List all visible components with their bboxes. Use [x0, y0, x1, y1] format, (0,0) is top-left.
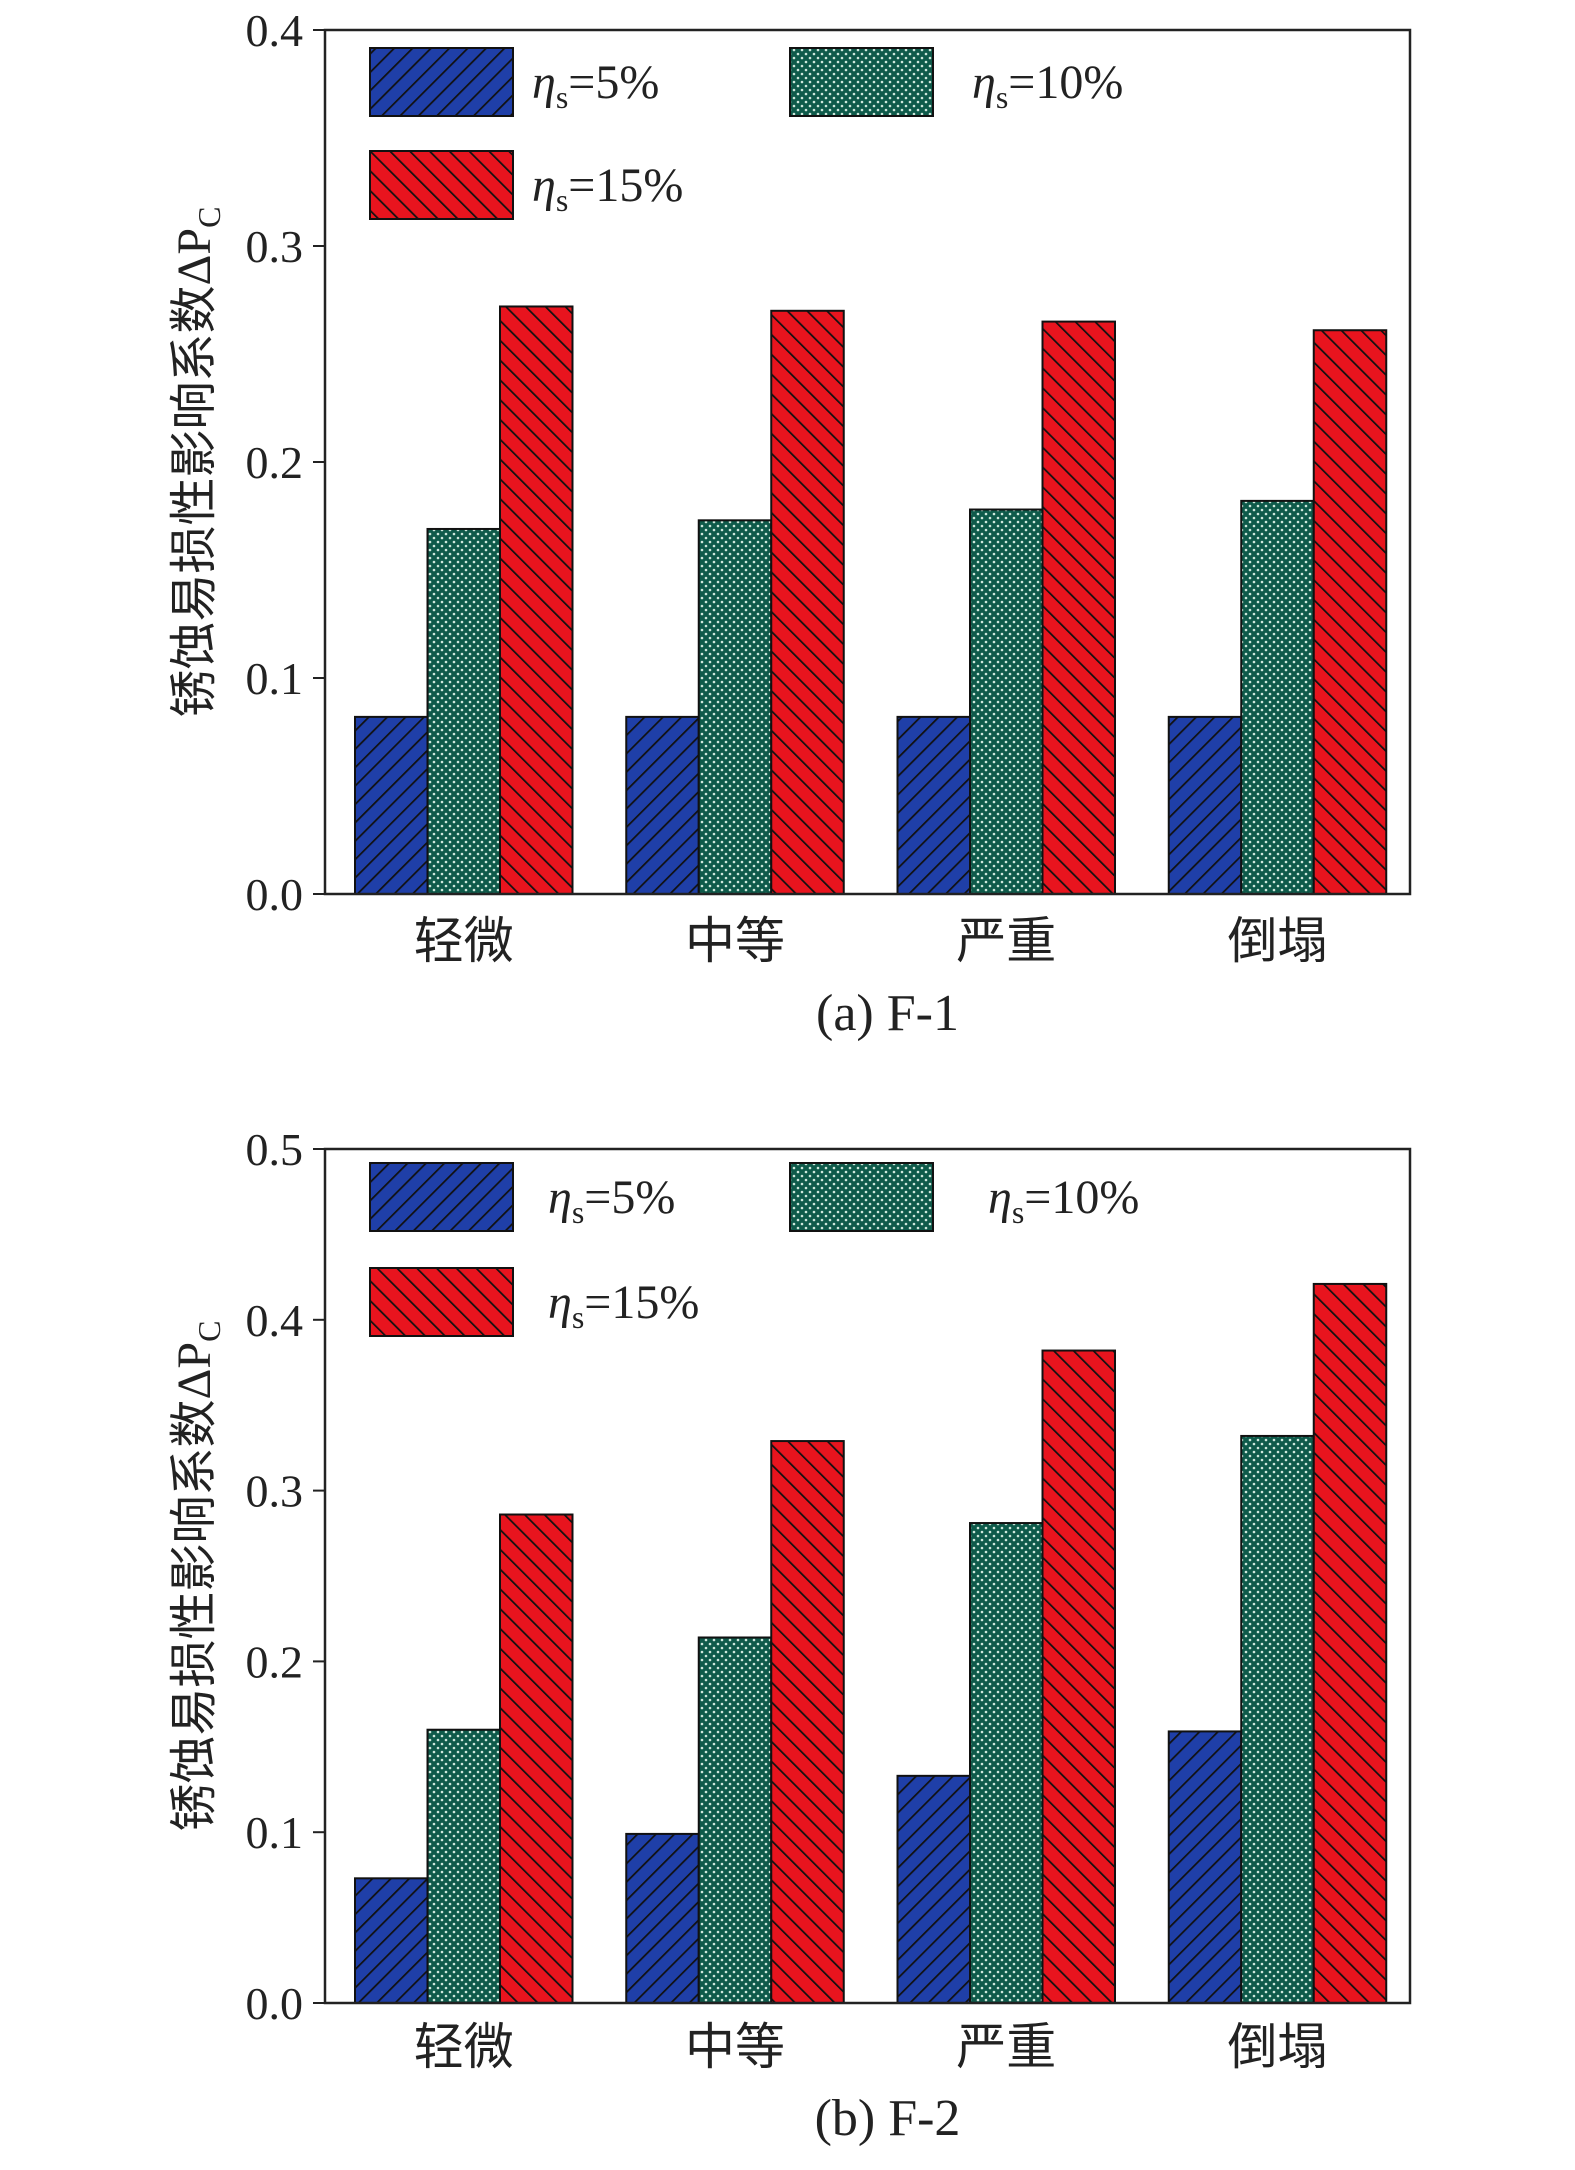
x-category-label: 轻微: [414, 913, 514, 969]
x-category-label: 轻微: [414, 2019, 514, 2075]
bar-diag-red-0: [499, 305, 574, 896]
y-tick-label: 0.0: [246, 1978, 304, 2029]
legend-label: ηs=10%: [988, 1171, 1139, 1230]
bar-diag-blue-1: [625, 1832, 700, 2005]
bar-diag-blue-3: [1167, 1730, 1243, 2004]
legend-swatch-dots-green: [789, 1162, 934, 1232]
y-tick-label: 0.2: [246, 1636, 304, 1687]
y-tick-label: 0.3: [246, 1466, 304, 1517]
bar-diag-red-3: [1312, 329, 1388, 895]
bar-diag-red-1: [770, 1440, 845, 2004]
bar-diag-blue-1: [625, 715, 700, 895]
y-tick-label: 0.1: [246, 1807, 304, 1858]
legend-label: ηs=10%: [972, 56, 1123, 115]
bar-diag-red-2: [1041, 320, 1116, 896]
bar-dots-green-1: [697, 1636, 773, 2004]
bar-dots-green-0: [426, 527, 501, 896]
chart-panel-f2: 0.0 0.1 0.2 0.3 0.4 0.5 轻微 中等 严重 倒塌 ηs=5% ηs=10% ηs=…: [0, 1110, 1575, 2165]
y-tick-label: 0.1: [246, 653, 304, 704]
bar-diag-red-1: [770, 309, 845, 895]
y-tick-label: 0.4: [246, 1295, 304, 1346]
legend-swatch-diag-red: [369, 150, 514, 220]
bar-diag-blue-0: [354, 715, 429, 895]
y-tick-label: 0.5: [246, 1124, 304, 1175]
chart-caption: (b) F-2: [815, 2090, 961, 2147]
y-tick-label: 0.0: [246, 869, 304, 920]
bar-dots-green-0: [426, 1728, 501, 2004]
bar-diag-red-3: [1312, 1282, 1388, 2004]
legend-swatch-diag-blue: [369, 1162, 514, 1232]
x-category-label: 严重: [956, 2019, 1056, 2075]
bar-dots-green-1: [697, 519, 773, 895]
x-category-label: 倒塌: [1228, 913, 1328, 969]
bar-diag-blue-0: [354, 1877, 429, 2004]
legend-label: ηs=15%: [532, 159, 683, 218]
y-tick-label: 0.3: [246, 221, 304, 272]
bar-chart-f2: 0.0 0.1 0.2 0.3 0.4 0.5 轻微 中等 严重 倒塌 ηs=5% ηs=10% ηs=…: [168, 1124, 1412, 2147]
legend-swatch-diag-red: [369, 1267, 514, 1337]
y-axis-label: 锈蚀易损性影响系数ΔPC: [168, 1321, 227, 1832]
legend-label: ηs=15%: [548, 1276, 699, 1335]
plot-frame: [323, 1147, 1412, 2005]
bar-diag-blue-2: [896, 1774, 971, 2004]
legend-swatch-dots-green: [789, 47, 934, 117]
bar-diag-red-0: [499, 1513, 574, 2004]
bar-dots-green-3: [1240, 1434, 1315, 2005]
y-tick-label: 0.2: [246, 437, 304, 488]
chart-caption: (a) F-1: [816, 985, 959, 1042]
bar-dots-green-2: [969, 508, 1044, 895]
plot-frame: [323, 28, 1412, 896]
x-category-label: 中等: [685, 913, 785, 969]
bar-chart-f1: 0.0 0.1 0.2 0.3 0.4 轻微 中等 严重 倒塌 ηs=5% ηs=10% ηs=15%…: [168, 5, 1412, 1042]
bar-dots-green-2: [969, 1522, 1044, 2004]
x-category-label: 中等: [685, 2019, 785, 2075]
legend-swatch-diag-blue: [369, 47, 514, 117]
x-category-label: 严重: [956, 913, 1056, 969]
legend-label: ηs=5%: [532, 56, 659, 115]
bar-diag-blue-2: [896, 715, 971, 895]
y-axis-label: 锈蚀易损性影响系数ΔPC: [168, 207, 227, 718]
bar-diag-blue-3: [1167, 715, 1243, 895]
y-tick-label: 0.4: [246, 5, 304, 56]
legend-label: ηs=5%: [548, 1171, 675, 1230]
bar-diag-red-2: [1041, 1349, 1116, 2004]
chart-panel-f1: 0.0 0.1 0.2 0.3 0.4 轻微 中等 严重 倒塌 ηs=5% ηs=10% ηs=15%…: [0, 0, 1575, 1082]
x-category-label: 倒塌: [1228, 2019, 1328, 2075]
bar-dots-green-3: [1240, 499, 1315, 895]
